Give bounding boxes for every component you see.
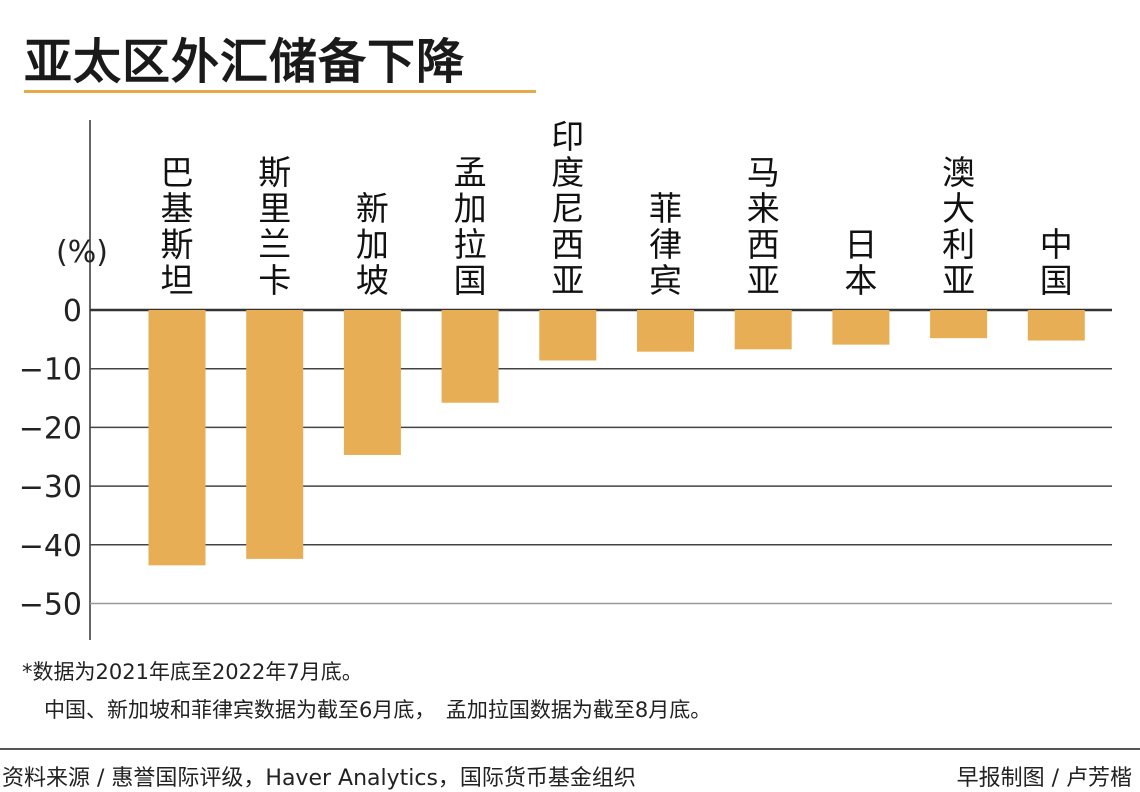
bar (539, 310, 597, 361)
category-label: 新加坡 (356, 189, 389, 300)
category-label: 中国 (1040, 225, 1073, 300)
footnote-1: *数据为2021年底至2022年7月底。 (22, 660, 363, 684)
category-label: 印度尼西亚 (551, 117, 584, 300)
category-label: 孟加拉国 (454, 153, 487, 300)
chart-title: 亚太区外汇储备下降 (24, 34, 466, 90)
bar (1027, 310, 1085, 341)
y-tick-label: −10 (19, 353, 82, 388)
credit-text: 早报制图 / 卢芳楷 (956, 766, 1132, 791)
bar (930, 310, 988, 339)
y-tick-label: 0 (63, 294, 82, 329)
y-tick-label: −50 (19, 588, 82, 623)
bar (832, 310, 890, 345)
y-axis-label: (%) (56, 235, 108, 270)
category-label: 巴基斯坦 (161, 153, 194, 300)
category-label: 澳大利亚 (942, 153, 975, 300)
bar (148, 310, 206, 566)
bar-chart: 0 −10 −20 −30 −40 −50 (%) 巴基斯坦 斯里兰卡 新加坡 孟加拉国 印度尼西亚 菲… (19, 117, 1112, 640)
bar (637, 310, 694, 352)
bar (734, 310, 792, 350)
title-underline (24, 90, 536, 93)
bar (246, 310, 304, 559)
y-tick-label: −20 (19, 411, 82, 446)
y-tick-label: −40 (19, 529, 82, 564)
category-label: 斯里兰卡 (258, 153, 291, 300)
bar (343, 310, 401, 455)
category-label: 马来西亚 (747, 153, 780, 300)
category-label: 日本 (844, 225, 877, 300)
source-text: 资料来源 / 惠誉国际评级，Haver Analytics，国际货币基金组织 (2, 766, 636, 791)
bottom-divider (0, 748, 1140, 750)
y-tick-label: −30 (19, 470, 82, 505)
category-label: 菲律宾 (649, 189, 682, 300)
footnote-2: 中国、新加坡和菲律宾数据为截至6月底， 孟加拉国数据为截至8月底。 (44, 698, 712, 722)
bar (441, 310, 499, 403)
